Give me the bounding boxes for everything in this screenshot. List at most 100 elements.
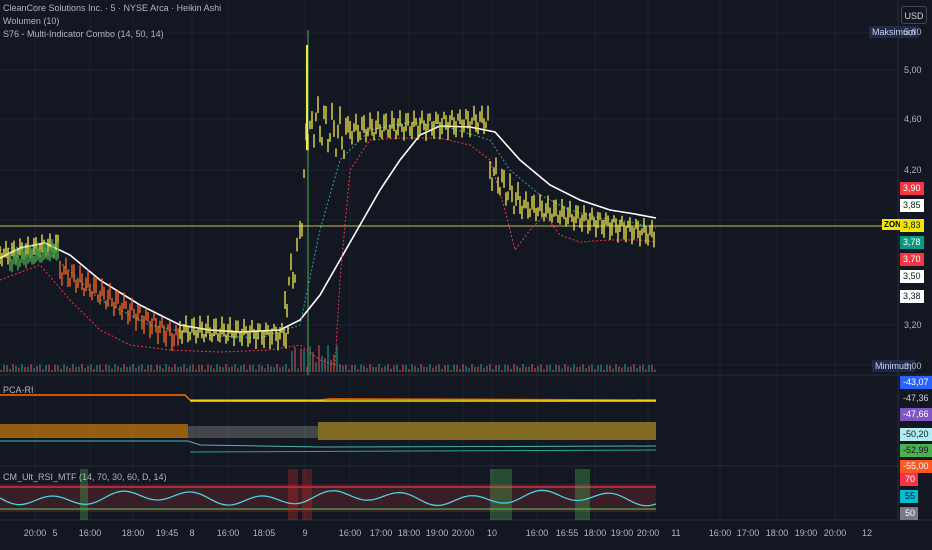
volume-bar <box>135 368 137 372</box>
volume-bar <box>141 364 143 372</box>
volume-bar <box>201 364 203 372</box>
volume-bar <box>303 349 305 372</box>
symbol-legend[interactable]: CleanCore Solutions Inc. · 5 · NYSE Arca… <box>3 3 222 13</box>
volume-bar <box>489 364 491 372</box>
volume-bar <box>387 364 389 372</box>
pca-line-orange <box>0 394 657 401</box>
volume-bar <box>363 365 365 372</box>
rsi-highlight <box>490 469 512 520</box>
time-label: 20:00 <box>636 528 660 538</box>
volume-bar <box>654 369 656 372</box>
volume-bar <box>591 364 593 372</box>
volume-legend[interactable]: Wolumen (10) <box>3 16 60 26</box>
volume-bar <box>264 368 266 372</box>
rsi-line <box>0 489 657 507</box>
volume-bar <box>219 366 221 372</box>
volume-bar <box>354 365 356 372</box>
currency-button[interactable]: USD <box>901 6 927 24</box>
time-label: 16:00 <box>525 528 549 538</box>
volume-bar <box>558 365 560 372</box>
volume-bar <box>198 364 200 372</box>
volume-bar <box>492 368 494 372</box>
time-label: 19:45 <box>155 528 179 538</box>
volume-bar <box>210 365 212 372</box>
time-label: 16:00 <box>78 528 102 538</box>
volume-bar <box>513 364 515 372</box>
volume-bar <box>456 365 458 372</box>
volume-bar <box>420 364 422 372</box>
volume-bar <box>54 364 56 372</box>
volume-bar <box>93 369 95 372</box>
time-label: 19:00 <box>425 528 449 538</box>
volume-bar <box>162 368 164 372</box>
rsi-highlight <box>575 469 590 520</box>
volume-bar <box>270 366 272 372</box>
volume-bar <box>102 369 104 372</box>
volume-bar <box>126 367 128 372</box>
volume-bar <box>72 364 74 372</box>
volume-bar <box>129 366 131 372</box>
volume-bar <box>486 365 488 372</box>
volume-bar <box>429 364 431 372</box>
volume-bar <box>564 364 566 372</box>
volume-bar <box>375 367 377 372</box>
volume-bar <box>474 366 476 372</box>
volume-bar <box>204 369 206 372</box>
volume-bar <box>57 365 59 372</box>
pane2-tag-3: -50,20 <box>900 428 932 441</box>
indicator-legend[interactable]: S76 - Multi-Indicator Combo (14, 50, 14) <box>3 29 164 39</box>
volume-bar <box>360 364 362 372</box>
volume-bar <box>507 365 509 372</box>
pane3-legend[interactable]: CM_Ult_RSI_MTF (14, 70, 30, 60, D, 14) <box>3 472 167 482</box>
volume-bar <box>255 369 257 372</box>
pane2-tag-5: -55,00 <box>900 460 932 473</box>
volume-bar <box>621 367 623 372</box>
volume-bar <box>285 364 287 372</box>
time-label: 9 <box>302 528 308 538</box>
volume-bar <box>411 364 413 372</box>
volume-bar <box>117 366 119 372</box>
rsi-band <box>0 484 656 512</box>
volume-bar <box>477 366 479 372</box>
volume-bar <box>501 369 503 372</box>
volume-bar <box>447 364 449 372</box>
time-label: 18:00 <box>765 528 789 538</box>
volume-bar <box>63 364 65 372</box>
volume-bar <box>36 365 38 372</box>
volume-bar <box>78 366 80 372</box>
volume-bar <box>369 364 371 372</box>
price-label-420: 4,20 <box>904 165 922 175</box>
volume-bar <box>531 364 533 372</box>
volume-bar <box>462 364 464 372</box>
volume-bar <box>546 365 548 372</box>
volume-bar <box>510 368 512 372</box>
volume-bar <box>309 346 311 372</box>
volume-bar <box>51 369 53 372</box>
volume-bar <box>426 366 428 372</box>
volume-bar <box>123 364 125 372</box>
volume-bar <box>348 369 350 372</box>
time-label: 20:00 <box>823 528 847 538</box>
price-label-320: 3,20 <box>904 320 922 330</box>
volume-bar <box>408 369 410 372</box>
time-label: 20:00 <box>23 528 47 538</box>
volume-bar <box>339 364 341 372</box>
volume-bar <box>321 355 323 372</box>
pca-band <box>0 424 188 438</box>
pane2-tag-2: -47,66 <box>900 408 932 421</box>
price-tag-3: 3,78 <box>900 236 924 249</box>
time-label: 19:00 <box>610 528 634 538</box>
volume-bar <box>600 364 602 372</box>
volume-bar <box>81 364 83 372</box>
volume-bar <box>639 365 641 372</box>
volume-bar <box>630 366 632 372</box>
pane2-legend[interactable]: PCA-RI <box>3 385 34 395</box>
volume-bar <box>225 364 227 372</box>
volume-bar <box>186 368 188 372</box>
volume-bar <box>402 364 404 372</box>
pca-band <box>318 422 656 440</box>
volume-bar <box>312 352 314 372</box>
volume-bar <box>636 368 638 372</box>
volume-bar <box>291 351 293 372</box>
